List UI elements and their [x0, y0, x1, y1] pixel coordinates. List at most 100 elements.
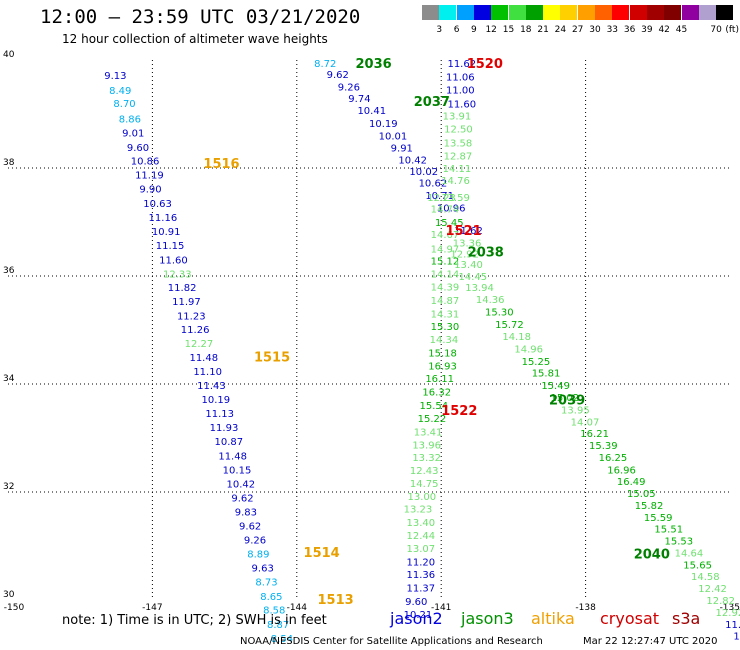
swh-value: 14.96: [514, 344, 543, 355]
swh-value: 10.62: [419, 179, 448, 190]
swh-value: 16.25: [599, 453, 628, 464]
swh-value: 14.76: [441, 176, 470, 187]
scale-swatch: [525, 5, 543, 20]
pass-label: 2039: [549, 394, 585, 409]
swh-value: 13.23: [404, 505, 433, 516]
lat-label: 36: [3, 266, 15, 276]
swh-value: 9.83: [235, 507, 257, 518]
swh-value: 16.32: [422, 388, 451, 399]
satellite-legend-item: jason3: [461, 609, 514, 628]
swh-value: 14.64: [675, 548, 704, 559]
swh-value: 14.45: [459, 272, 488, 283]
lon-label: -150: [4, 603, 25, 613]
swh-value: 15.02: [550, 393, 579, 404]
swh-value: 11.10: [193, 367, 222, 378]
swh-value: 13.07: [407, 544, 436, 555]
swh-value: 12.82: [706, 596, 735, 607]
scale-swatch: [577, 5, 595, 20]
swh-value: 15.65: [683, 560, 712, 571]
scale-swatch: [543, 5, 561, 20]
swh-value: 13.40: [454, 260, 483, 271]
pass-label: 1522: [441, 404, 477, 419]
swh-value: 11.60: [447, 100, 476, 111]
swh-value: 14.75: [410, 479, 439, 490]
lat-label: 38: [3, 158, 15, 168]
swh-value: 13.96: [412, 440, 441, 451]
scale-label: 33: [606, 25, 619, 35]
swh-value: 11.20: [407, 558, 436, 569]
swh-value: 11.37: [407, 584, 436, 595]
swh-value: 10.01: [379, 132, 408, 143]
swh-value: 10.96: [437, 203, 466, 214]
swh-value: 11.15: [156, 241, 185, 252]
swh-value: 16.21: [580, 429, 609, 440]
note-text: note: 1) Time is in UTC; 2) SWH is in fe…: [62, 613, 327, 628]
swh-value: 15.30: [431, 322, 460, 333]
swh-value: 13.91: [443, 112, 472, 123]
swh-value: 8.54: [271, 634, 293, 645]
swh-value: 14.87: [431, 296, 460, 307]
swh-value: 13.41: [414, 428, 443, 439]
swh-value: 13.36: [453, 239, 482, 250]
lat-label: 30: [3, 590, 15, 600]
swh-value: 10.63: [143, 199, 172, 210]
satellite-legend-item: cryosat: [600, 609, 660, 628]
swh-value: 14.31: [431, 309, 460, 320]
scale-label: 42: [658, 25, 670, 35]
swh-value: 12.50: [444, 125, 473, 136]
swh-value: 15.05: [627, 489, 656, 500]
pass-label: 1513: [317, 593, 353, 608]
scale-label: 3: [436, 25, 443, 35]
swh-value: 8.58: [263, 606, 285, 617]
swh-value: 11.26: [181, 325, 210, 336]
swh-value: 15.25: [522, 357, 551, 368]
scale-label: 27: [571, 25, 584, 35]
lon-label: -147: [142, 603, 162, 613]
scale-swatch: [612, 5, 630, 20]
swh-value: 15.59: [644, 513, 673, 524]
generated-timestamp: Mar 22 12:27:47 UTC 2020: [583, 636, 718, 647]
swh-value: 14.34: [430, 335, 459, 346]
lon-label: -138: [575, 603, 596, 613]
scale-swatch: [439, 5, 457, 20]
pass-label: 1516: [203, 157, 239, 172]
swh-value: 8.86: [119, 114, 141, 125]
swh-value: 9.01: [122, 128, 144, 139]
swh-value: 8.89: [247, 550, 269, 561]
swh-value: 11.62: [447, 59, 476, 70]
swh-value: 10.19: [369, 119, 398, 130]
swh-value: 11.13: [205, 409, 234, 420]
swh-value: 10.02: [409, 167, 438, 178]
swh-value: 12.92: [450, 249, 479, 260]
scale-swatch: [508, 5, 526, 20]
swh-value: 10.15: [223, 465, 252, 476]
page-title: 12:00 – 23:59 UTC 03/21/2020: [40, 6, 361, 28]
swh-value: 15.51: [654, 525, 683, 536]
swh-value: 15.22: [418, 414, 447, 425]
swh-value: 15.45: [435, 218, 464, 229]
pass-label: 2037: [414, 95, 450, 110]
swh-value: 16.93: [428, 362, 457, 373]
swh-value: 15.54: [420, 401, 449, 412]
swh-value: 13.94: [465, 283, 494, 294]
swh-value: 13.32: [412, 453, 441, 464]
swh-value: 8.49: [109, 86, 131, 97]
satellite-legend-item: altika: [531, 609, 575, 628]
scale-swatch: [560, 5, 578, 20]
swh-value: 14.36: [476, 295, 505, 306]
pass-label: 2038: [468, 246, 504, 261]
swh-value: 10.42: [398, 155, 427, 166]
swh-value: 12.44: [407, 531, 436, 542]
scale-label: 6: [453, 25, 460, 35]
swh-value: 8.65: [260, 592, 282, 603]
swh-value: 10.42: [227, 479, 256, 490]
scale-swatch: [681, 5, 699, 20]
swh-value: 11.60: [159, 255, 188, 266]
scale-label: 39: [641, 25, 653, 35]
satellite-legend-item: jason2: [390, 609, 443, 628]
scale-swatch: [629, 5, 647, 20]
swh-value: 11.84: [725, 620, 740, 631]
swh-value: 15.18: [428, 349, 457, 360]
swh-value: 8.72: [314, 59, 336, 70]
